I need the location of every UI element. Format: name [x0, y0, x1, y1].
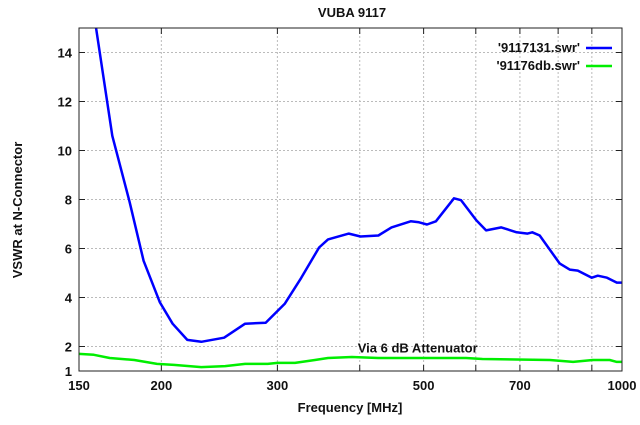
y-axis-label: VSWR at N-Connector	[10, 142, 25, 279]
y-tick-label: 4	[65, 291, 73, 306]
y-tick-label: 14	[58, 46, 73, 61]
series-layer	[79, 28, 622, 369]
plot-frame	[78, 27, 623, 372]
x-tick-label: 150	[68, 378, 90, 393]
y-tick-label: 2	[65, 340, 72, 355]
legend-label-series-2: '91176db.swr'	[496, 58, 580, 73]
legend-label-series-1: '9117131.swr'	[498, 40, 580, 55]
annotation-via-6db: Via 6 dB Attenuator	[358, 341, 478, 356]
y-tick-label: 1	[65, 364, 72, 379]
series-line-1	[94, 28, 622, 344]
chart-title: VUBA 9117	[318, 5, 386, 20]
x-tick-label: 500	[413, 378, 435, 393]
y-tick-label: 10	[58, 144, 72, 159]
y-tick-label: 8	[65, 193, 72, 208]
x-tick-label: 200	[150, 378, 172, 393]
y-tick-label: 12	[58, 95, 72, 110]
x-tick-label: 300	[267, 378, 289, 393]
series-line-2	[79, 352, 622, 369]
x-axis-label: Frequency [MHz]	[298, 400, 403, 415]
x-tick-label: 1000	[608, 378, 637, 393]
grid	[79, 28, 622, 371]
y-tick-label: 6	[65, 242, 72, 257]
x-tick-label: 700	[509, 378, 531, 393]
legend: '9117131.swr' '91176db.swr'	[496, 40, 612, 73]
